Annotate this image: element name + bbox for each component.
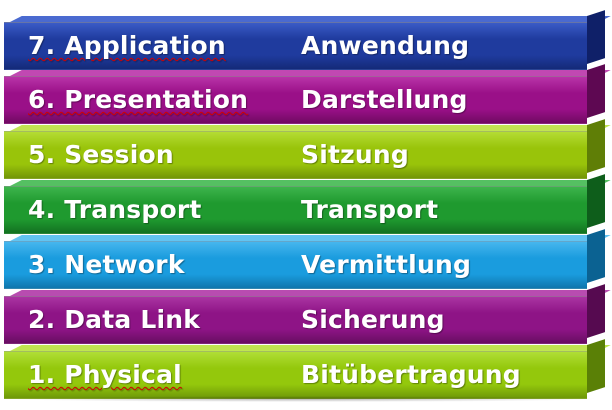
layer-english-label: 6. Presentation	[28, 85, 249, 114]
layer-english-label: 5. Session	[28, 140, 174, 169]
layer-english-label: 1. Physical	[28, 360, 182, 389]
layer-face	[4, 186, 587, 234]
layer-english-label: 4. Transport	[28, 195, 202, 224]
layer-2-data-link: 2. Data Link Sicherung	[4, 296, 587, 344]
layer-german-label: Vermittlung	[301, 250, 472, 279]
layer-german-label: Sitzung	[301, 140, 409, 169]
layer-german-label: Bitübertragung	[301, 360, 521, 389]
layer-5-session: 5. Session Sitzung	[4, 131, 587, 179]
layer-1-physical: 1. Physical Bitübertragung	[4, 351, 587, 399]
layer-german-label: Darstellung	[301, 85, 468, 114]
layer-4-transport: 4. Transport Transport	[4, 186, 587, 234]
layer-face	[4, 131, 587, 179]
layer-face	[4, 351, 587, 399]
layer-7-application: 7. Application Anwendung	[4, 22, 587, 70]
layer-german-label: Anwendung	[301, 31, 470, 60]
layer-face	[4, 241, 587, 289]
layer-german-label: Sicherung	[301, 305, 445, 334]
layer-6-presentation: 6. Presentation Darstellung	[4, 76, 587, 124]
stack-shadow	[10, 396, 600, 402]
layer-english-label: 2. Data Link	[28, 305, 201, 334]
layer-face	[4, 76, 587, 124]
layer-face	[4, 296, 587, 344]
layer-3-network: 3. Network Vermittlung	[4, 241, 587, 289]
layer-face	[4, 22, 587, 70]
layer-english-label: 3. Network	[28, 250, 185, 279]
layer-german-label: Transport	[301, 195, 439, 224]
layer-english-label: 7. Application	[28, 31, 226, 60]
